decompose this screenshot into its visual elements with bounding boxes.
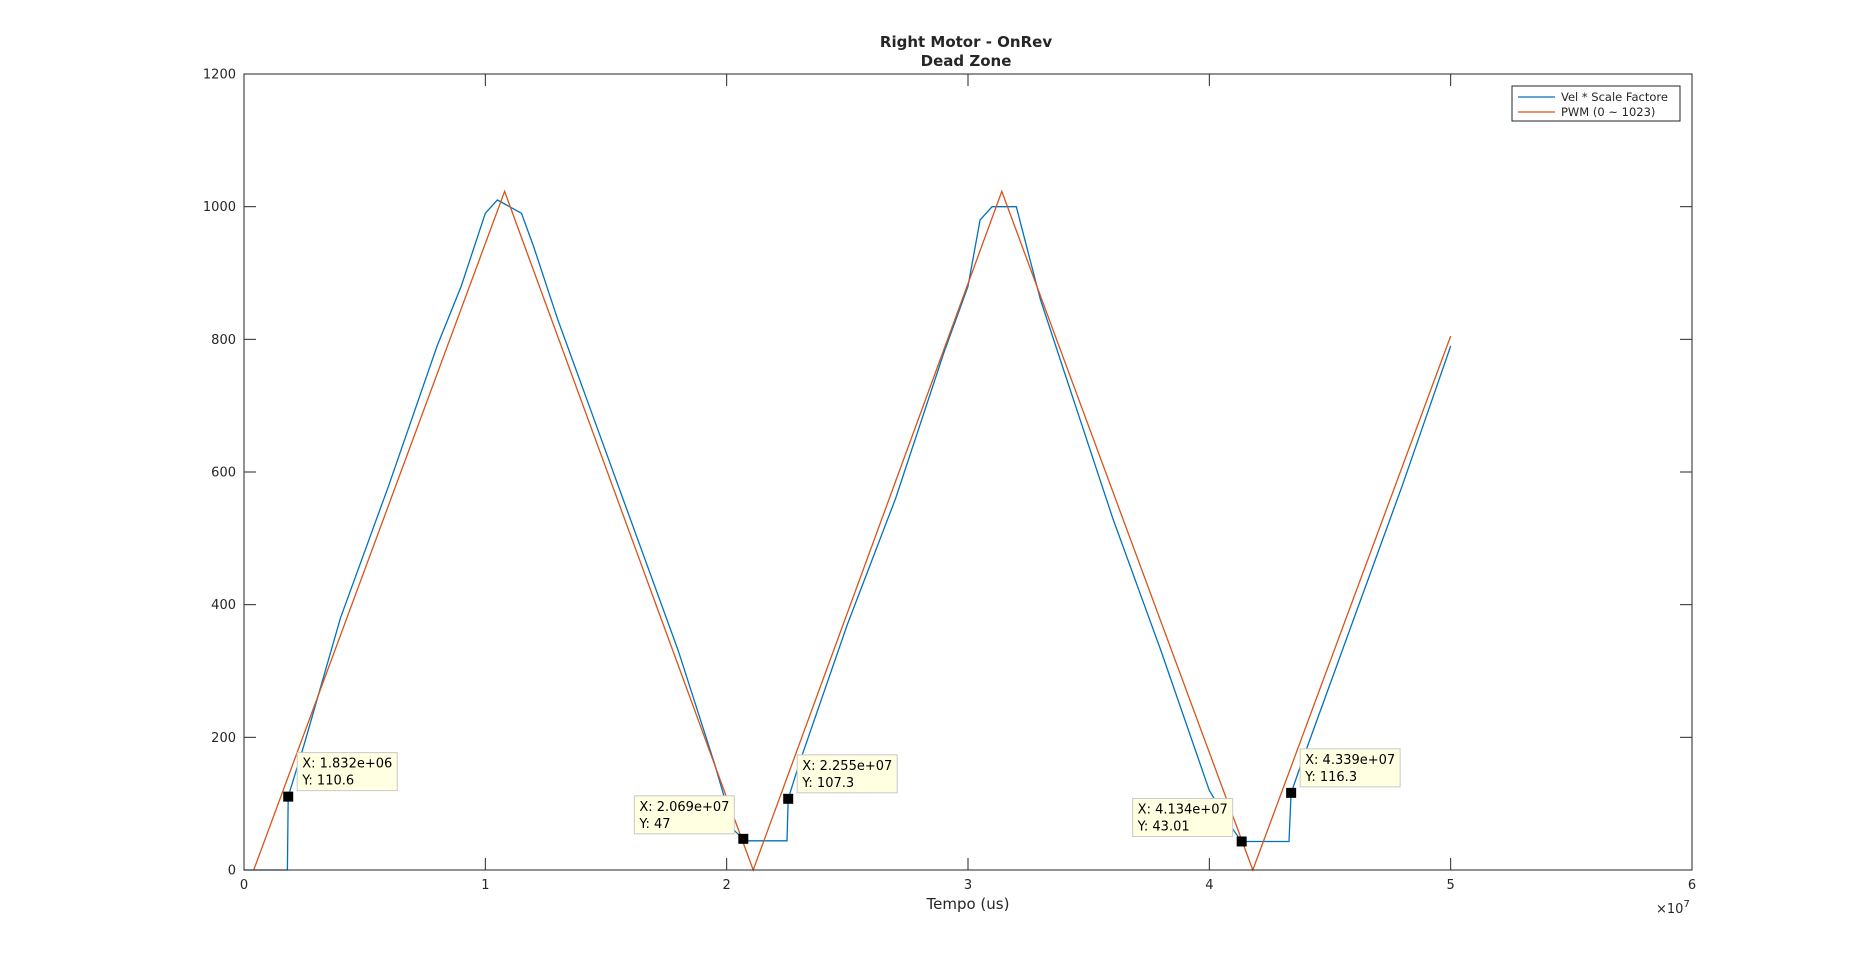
x-tick-label: 5 [1447,878,1455,893]
datatip[interactable]: X: 4.339e+07 Y: 116.3 [1286,748,1401,798]
x-exponent-power: 7 [1683,899,1689,910]
plot-area [244,74,1692,870]
datatip-y-label: Y: 47 [638,817,670,832]
x-tick-label: 4 [1205,878,1213,893]
datatip-marker [283,791,294,802]
datatip-x-label: X: 2.255e+07 [802,759,892,774]
x-tick-label: 3 [964,878,972,893]
legend-box [1511,85,1681,122]
datatip-box [633,795,735,835]
y-tick-label: 1000 [203,200,236,215]
x-tick-label: 6 [1688,878,1696,893]
y-tick-label: 1200 [203,68,236,83]
datatip-marker [1286,787,1297,798]
datatip-marker [1236,836,1247,847]
y-tick-label: 0 [228,864,236,879]
datatip-y-label: Y: 116.3 [1304,770,1357,785]
datatip-x-label: X: 1.832e+06 [302,757,392,772]
y-tick-label: 600 [211,466,236,481]
legend: Vel * Scale Factore PWM (0 ~ 1023) [1511,85,1681,122]
datatip-marker [783,793,794,804]
ticks-layer: 0 1 2 3 4 5 6 0 200 400 600 800 1000 1200 [203,68,1696,894]
x-exponent-base: ×10 [1656,902,1683,917]
datatip-y-label: Y: 107.3 [801,776,854,791]
legend-label-pwm: PWM (0 ~ 1023) [1561,105,1655,119]
x-tick-label: 2 [723,878,731,893]
datatip-x-label: X: 4.339e+07 [1305,753,1395,768]
datatip-box [1299,748,1401,788]
y-tick-label: 800 [211,333,236,348]
chart-subtitle: Dead Zone [921,52,1012,70]
datatip-box [796,754,898,794]
plot-frame [243,73,1693,871]
y-tick-label: 400 [211,598,236,613]
datatip[interactable]: X: 1.832e+06 Y: 110.6 [283,752,398,802]
chart-title: Right Motor - OnRev [880,33,1052,51]
datatip-box [1132,797,1234,837]
datatip-x-label: X: 4.134e+07 [1138,802,1228,817]
datatip[interactable]: X: 2.255e+07 Y: 107.3 [783,754,898,804]
x-tick-label: 1 [481,878,489,893]
datatip[interactable]: X: 4.134e+07 Y: 43.01 [1132,797,1247,847]
datatip-x-label: X: 2.069e+07 [639,800,729,815]
datatip-y-label: Y: 43.01 [1137,819,1190,834]
datatips-layer: X: 1.832e+06Y: 110.6X: 2.069e+07Y: 47X: … [283,748,1401,847]
x-exponent-label: ×107 [1656,899,1690,917]
datatip-y-label: Y: 110.6 [301,774,354,789]
y-tick-label: 200 [211,731,236,746]
legend-label-vel: Vel * Scale Factore [1561,90,1668,104]
datatip-marker [738,833,749,844]
datatip-box [296,752,398,792]
datatip[interactable]: X: 2.069e+07 Y: 47 [633,795,749,844]
x-axis-label: Tempo (us) [926,895,1010,913]
series-line-pwm [253,189,1452,872]
x-tick-label: 0 [240,878,248,893]
